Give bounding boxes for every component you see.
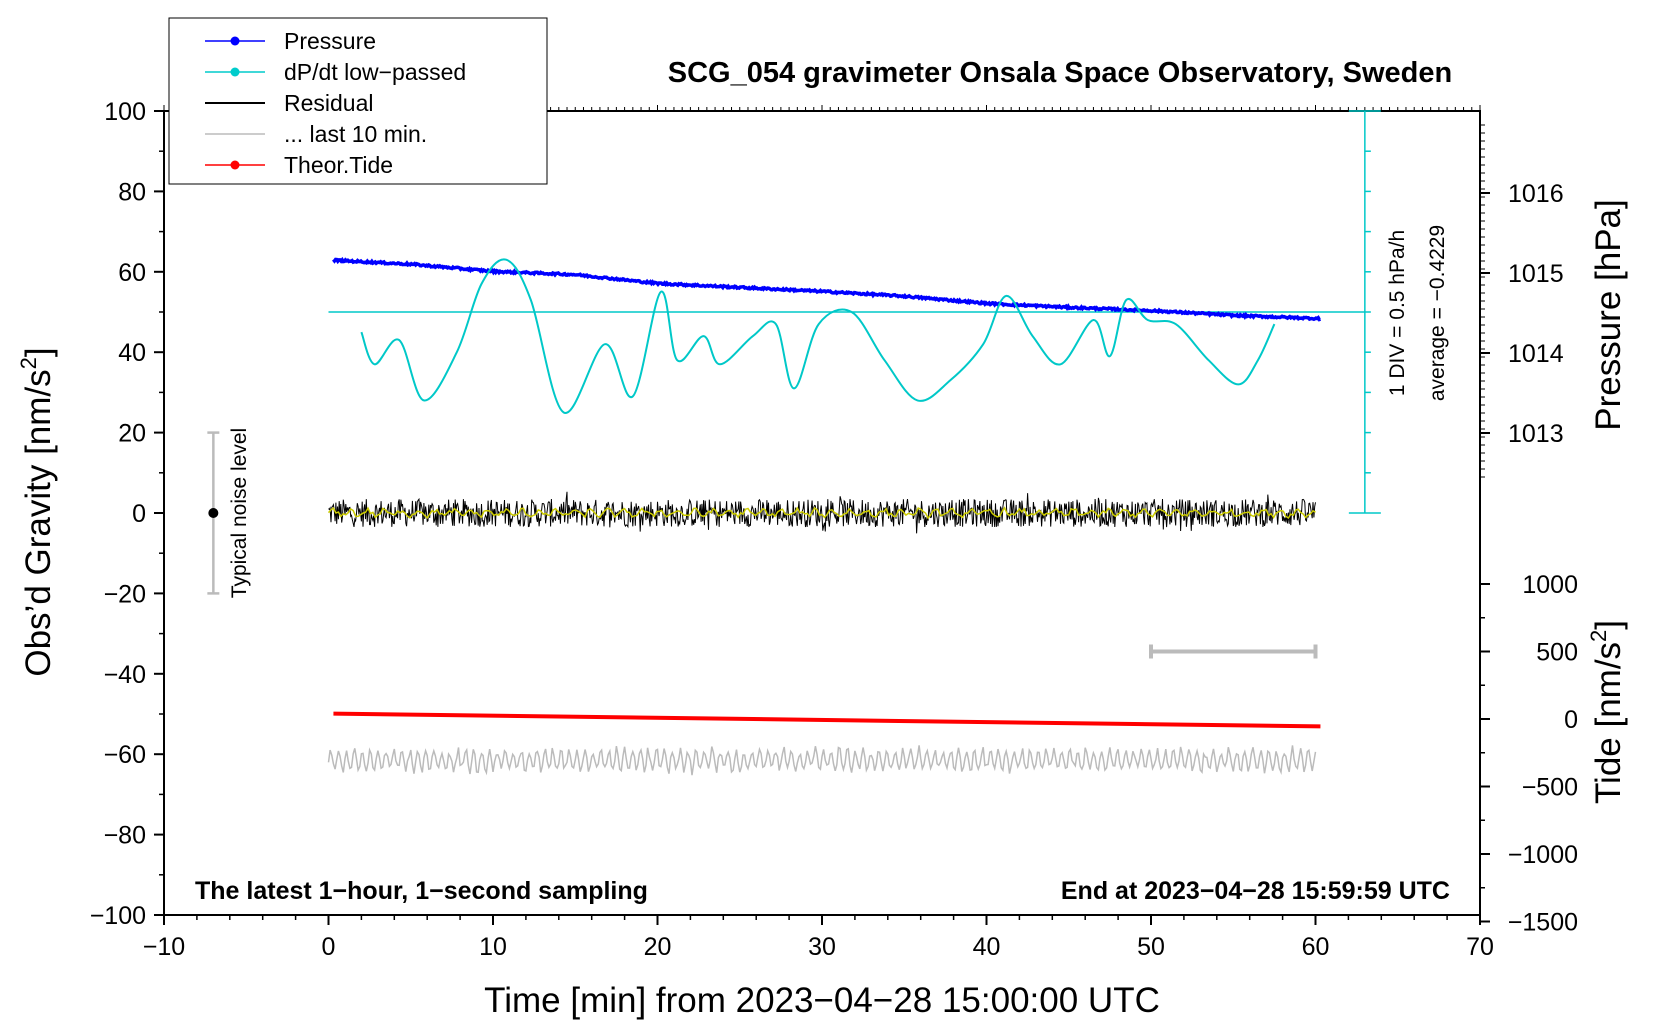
x-tick-label: 0	[322, 933, 336, 961]
left-axis-label-end: ]	[19, 347, 58, 357]
annotation-bottom-left: The latest 1−hour, 1−second sampling	[195, 877, 648, 905]
series-dpdt	[360, 258, 1276, 414]
pressure-axis-label: Pressure [hPa]	[1589, 199, 1628, 431]
x-tick-label: 30	[808, 933, 836, 961]
tide-axis-label-sup: 2	[1586, 630, 1611, 642]
series-theor-tide	[333, 711, 1321, 729]
left-tick-label: −40	[104, 661, 146, 689]
tide-axis-label: Tide [nm/s2]	[1586, 620, 1628, 804]
tide-tick-label: −500	[1522, 774, 1578, 802]
x-tick-label: 40	[973, 933, 1001, 961]
x-tick-label: −10	[143, 933, 185, 961]
legend-marker	[230, 36, 240, 46]
legend-label: ... last 10 min.	[284, 121, 427, 147]
dpdt-scale-div-label: 1 DIV = 0.5 hPa/h	[1386, 230, 1409, 396]
tide-tick-label: 500	[1536, 639, 1578, 667]
x-tick-label: 10	[479, 933, 507, 961]
left-axis-label: Obs’d Gravity [nm/s2]	[16, 347, 58, 676]
data-layer	[207, 110, 1381, 776]
pressure-tick-label: 1013	[1508, 420, 1564, 448]
left-tick-label: 80	[118, 178, 146, 206]
tide-tick-label: 1000	[1522, 571, 1578, 599]
axes-layer: −10 0 10 20 30 40 50 60 70100806040200−20−40−60−…	[90, 98, 1578, 961]
annotation-bottom-right: End at 2023−04−28 15:59:59 UTC	[1061, 877, 1450, 905]
tide-tick-label: 0	[1564, 706, 1578, 734]
x-tick-label: 20	[644, 933, 672, 961]
legend-marker	[230, 160, 240, 170]
left-tick-label: 100	[104, 98, 146, 126]
x-tick-label: 70	[1466, 933, 1494, 961]
series-last-10-min	[327, 745, 1317, 776]
left-tick-label: −80	[104, 822, 146, 850]
x-tick-label: 50	[1137, 933, 1165, 961]
left-tick-label: 60	[118, 259, 146, 287]
legend-label: Residual	[284, 90, 374, 116]
legend-label: Pressure	[284, 28, 376, 54]
left-tick-label: −20	[104, 580, 146, 608]
tide-axis-label-main: Tide [nm/s	[1589, 642, 1628, 804]
left-axis-label-sup: 2	[16, 357, 41, 369]
legend: Pressure dP/dt low−passed Residual ... last…	[168, 17, 548, 185]
dpdt-scale-average-label: average = −0.4229	[1426, 225, 1449, 401]
tide-axis-label-end: ]	[1589, 620, 1628, 630]
left-axis-label-main: Obs’d Gravity [nm/s	[19, 369, 58, 676]
legend-label: Theor.Tide	[284, 152, 393, 178]
noise-level-label: Typical noise level	[228, 428, 251, 598]
x-tick-label: 60	[1302, 933, 1330, 961]
left-tick-label: 0	[132, 500, 146, 528]
legend-label: dP/dt low−passed	[284, 59, 466, 85]
series-residual	[328, 491, 1316, 534]
left-tick-label: 40	[118, 339, 146, 367]
pressure-tick-label: 1016	[1508, 180, 1564, 208]
legend-box	[168, 17, 548, 185]
pressure-tick-label: 1015	[1508, 260, 1564, 288]
tide-tick-label: −1500	[1508, 909, 1578, 937]
series-pressure	[332, 256, 1321, 322]
pressure-tick-label: 1014	[1508, 340, 1564, 368]
series-residual-smoothed	[327, 506, 1316, 520]
left-tick-label: 20	[118, 420, 146, 448]
left-tick-label: −100	[90, 902, 146, 930]
legend-marker	[230, 67, 240, 77]
x-axis-label: Time [min] from 2023−04−28 15:00:00 UTC	[484, 981, 1160, 1020]
chart-title: SCG_054 gravimeter Onsala Space Observat…	[668, 57, 1452, 89]
tide-tick-label: −1000	[1508, 841, 1578, 869]
noise-level-center	[208, 508, 219, 518]
left-tick-label: −60	[104, 741, 146, 769]
legend-entries: Pressure dP/dt low−passed Residual ... last…	[205, 28, 466, 178]
